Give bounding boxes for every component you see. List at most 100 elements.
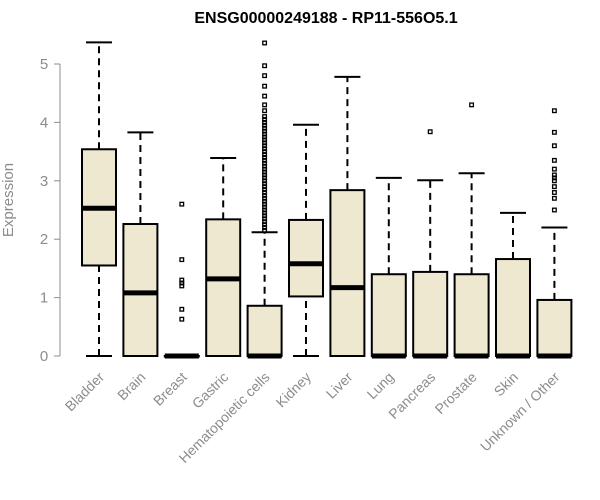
outlier-point (262, 157, 268, 163)
outlier-point (262, 227, 268, 233)
outlier-point (262, 222, 268, 228)
box-rect (205, 218, 242, 357)
outlier-point (179, 316, 185, 322)
outlier-point (262, 63, 268, 69)
outlier-point (179, 277, 185, 283)
outlier-point (262, 187, 268, 193)
box-group (288, 123, 324, 357)
box-rect (122, 223, 159, 357)
box-group (412, 129, 449, 359)
outlier-point (179, 283, 185, 289)
outlier-point (262, 102, 268, 108)
box-group (205, 157, 242, 357)
outlier-point (262, 160, 268, 166)
outlier-point (262, 166, 268, 172)
outlier-point (262, 225, 268, 230)
outlier-point (179, 306, 185, 312)
outlier-point (262, 163, 268, 169)
outlier-point (262, 154, 268, 160)
outlier-point (262, 114, 268, 120)
outlier-point (551, 190, 557, 195)
box-rect (495, 258, 531, 357)
outlier-point (262, 175, 268, 181)
outlier-point (262, 146, 268, 152)
y-tick-label: 3 (40, 173, 48, 190)
outlier-point (262, 201, 268, 207)
outlier-point (262, 131, 268, 137)
outlier-point (262, 181, 268, 187)
outlier-point (262, 213, 268, 219)
box-group (495, 211, 531, 359)
outlier-point (551, 157, 557, 163)
box-group (246, 40, 283, 359)
x-tick-label: Kidney (273, 369, 315, 411)
outlier-point (262, 169, 268, 175)
outlier-point (262, 198, 268, 204)
box-group (122, 131, 159, 357)
box-group (370, 176, 407, 359)
outlier-point (469, 102, 475, 108)
x-tick-label: Liver (323, 369, 356, 402)
y-axis: 0 1 2 3 4 5 (40, 56, 61, 365)
outlier-point (551, 184, 557, 190)
outlier-point (262, 192, 268, 198)
outlier-point (262, 108, 268, 114)
outlier-point (262, 140, 268, 146)
box-rect (453, 273, 490, 357)
outlier-point (551, 175, 557, 181)
box-group (453, 102, 490, 359)
box-group (163, 201, 200, 359)
outlier-point (262, 190, 268, 195)
outlier-point (262, 128, 268, 134)
outlier-point (262, 137, 268, 143)
outlier-point (262, 122, 268, 128)
outlier-point (262, 195, 268, 201)
outlier-point (262, 93, 268, 99)
outlier-point (427, 129, 433, 135)
outlier-point (262, 125, 268, 131)
boxes-layer (81, 40, 573, 359)
chart-title: ENSG00000249188 - RP11-556O5.1 (194, 10, 457, 27)
y-tick-label: 2 (40, 231, 48, 248)
outlier-point (551, 108, 557, 114)
x-tick-label: Unknown / Other (477, 369, 563, 455)
x-tick-label: Prostate (432, 369, 480, 417)
box-group (536, 108, 573, 359)
outlier-point (551, 172, 557, 178)
y-tick-label: 0 (40, 348, 48, 365)
x-tick-label: Breast (150, 369, 190, 409)
outlier-point (551, 129, 557, 135)
outlier-point (262, 134, 268, 140)
box-rect (370, 273, 407, 357)
outlier-point (262, 207, 268, 213)
outlier-point (551, 143, 557, 149)
box-group (329, 75, 366, 357)
outlier-point (551, 207, 557, 213)
outlier-point (551, 195, 557, 201)
outlier-point (262, 219, 268, 225)
outlier-point (551, 178, 557, 184)
outlier-point (262, 204, 268, 210)
outlier-point (179, 201, 185, 207)
outlier-point (262, 210, 268, 216)
outlier-point (262, 73, 268, 79)
box-rect (246, 304, 283, 357)
box-rect (329, 189, 366, 357)
outlier-point (262, 178, 268, 184)
box-rect (536, 298, 573, 358)
outlier-point (262, 149, 268, 155)
x-tick-label: Lung (364, 369, 397, 402)
box-rect (412, 270, 449, 357)
box-rect (288, 218, 324, 298)
outlier-point (262, 117, 268, 122)
outlier-point (262, 172, 268, 178)
y-tick-label: 4 (40, 114, 48, 131)
x-tick-label: Skin (491, 369, 522, 400)
outlier-point (262, 40, 268, 46)
y-tick-label: 1 (40, 290, 48, 307)
y-tick-label: 5 (40, 56, 48, 73)
outlier-point (262, 152, 268, 157)
outlier-point (262, 184, 268, 190)
